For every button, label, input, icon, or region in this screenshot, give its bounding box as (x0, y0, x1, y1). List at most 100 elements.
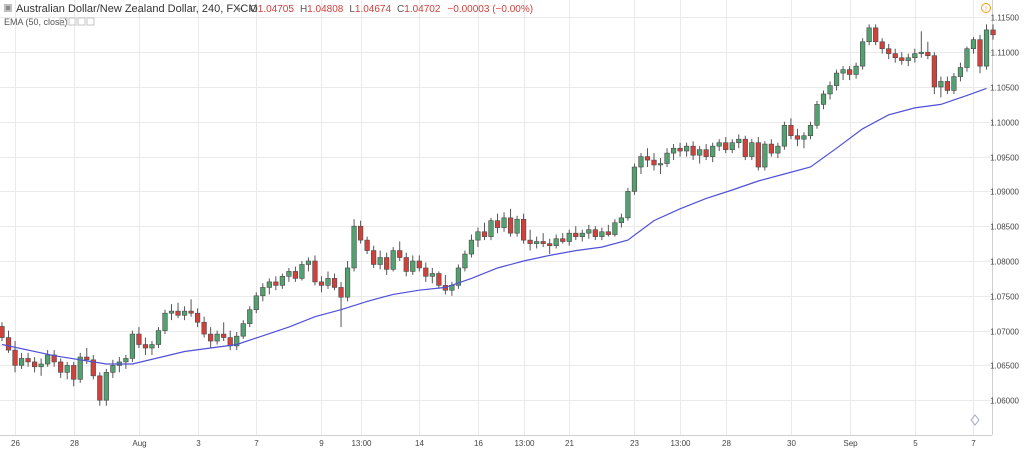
candle-body-up (853, 65, 859, 75)
candle-body-down (899, 57, 905, 61)
price-axis[interactable]: 1.06000 1.06500 1.07000 1.07500 1.08000 1.085… (990, 14, 1019, 406)
symbol-title[interactable]: Australian Dollar/New Zealand Dollar, 24… (16, 3, 258, 15)
candle-body-up (827, 85, 833, 95)
indicator-legend[interactable]: EMA (50, close) (4, 17, 95, 27)
candle-body-down (331, 278, 338, 288)
candle-body-up (586, 229, 592, 234)
candle-body-up (938, 81, 944, 88)
candle-body-down (71, 365, 77, 380)
info-glyph: ! (985, 6, 987, 13)
candle (918, 31, 924, 58)
candle-body-up (820, 93, 827, 105)
candle-body-up (475, 231, 481, 241)
candle (683, 142, 690, 157)
candle-body-up (305, 260, 312, 265)
candle-body-up (736, 138, 742, 143)
candle-body-down (208, 333, 214, 342)
candle-body-down (292, 271, 299, 279)
candle (468, 234, 475, 258)
candle (527, 229, 533, 251)
candle (260, 283, 266, 302)
ema-indicator-label[interactable]: EMA (50, close) (4, 17, 68, 27)
candle (331, 273, 338, 291)
ohlc-readout: O1.04705 H1.04808 L1.04674 C1.04702 −0.00003… (250, 4, 533, 15)
more-icon[interactable] (86, 17, 95, 26)
candle-body-down (201, 321, 207, 335)
candle-body-down (221, 333, 227, 338)
candle (168, 304, 175, 321)
candle (377, 250, 383, 270)
indicator-settings-icons[interactable] (59, 17, 95, 26)
symbol-legend[interactable]: Australian Dollar/New Zealand Dollar, 24… (4, 3, 533, 15)
candle (221, 322, 227, 342)
candle (455, 264, 462, 289)
candle (162, 309, 168, 335)
candle-body-down (90, 359, 96, 377)
candle-body-up (957, 67, 964, 77)
candle-body-up (488, 220, 494, 237)
candle-body-up (455, 267, 462, 286)
candle-body-down (175, 310, 181, 316)
candle-body-up (762, 143, 768, 168)
candle (123, 354, 129, 369)
candle-body-down (886, 48, 892, 54)
candle-body-down (423, 267, 429, 277)
price-tick-label: 1.10500 (990, 84, 1019, 93)
info-circle-icon[interactable]: ! (981, 3, 991, 14)
candle-body-up (951, 76, 957, 91)
candle-body-up (729, 142, 735, 150)
candle-body-down (357, 225, 364, 241)
dropdown-caret-icon[interactable]: ▾ (237, 5, 241, 14)
candle-body-up (240, 323, 246, 337)
time-axis[interactable]: 26 28 Aug 3 7 9 13:00 14 16 13:00 21 23 13:00 28 30 Sep… (11, 439, 976, 448)
time-tick-label: 13:00 (670, 439, 691, 448)
price-tick-label: 1.08500 (990, 223, 1019, 232)
candle-body-down (397, 250, 403, 258)
candle-body-down (690, 145, 696, 156)
settings-icon[interactable] (68, 17, 77, 26)
candle-body-down (723, 142, 729, 150)
open-label: O (250, 4, 258, 15)
go-to-realtime-icon[interactable] (970, 414, 980, 426)
candle-body-up (123, 358, 129, 363)
candle (488, 217, 494, 241)
candle (312, 255, 318, 286)
price-tick-label: 1.09000 (990, 188, 1019, 197)
price-tick-label: 1.08000 (990, 258, 1019, 267)
candle (644, 148, 651, 168)
close-value: 1.04702 (404, 4, 441, 15)
high-value: 1.04808 (307, 4, 344, 15)
candle (5, 330, 12, 353)
candle-body-down (142, 344, 149, 349)
close-icon[interactable] (77, 17, 86, 26)
time-tick-label: 30 (787, 439, 796, 448)
candle-body-up (168, 310, 175, 314)
candle (299, 261, 305, 281)
candle (631, 163, 638, 195)
square-collapse-icon-inner (6, 6, 10, 10)
eye-icon[interactable] (59, 17, 68, 26)
candle-body-up (912, 53, 918, 59)
candle (925, 41, 931, 60)
candle (983, 24, 990, 70)
candle-body-up (860, 41, 866, 67)
candle (742, 135, 748, 161)
candle-body-up (970, 39, 977, 50)
candle-body-up (266, 281, 272, 288)
candle (292, 266, 299, 282)
price-tick-label: 1.11000 (991, 49, 1020, 58)
candle-body-up (710, 145, 716, 157)
candle-body-up (807, 124, 814, 137)
candle-body-down (97, 375, 103, 401)
candle (651, 153, 657, 171)
candle (507, 208, 514, 237)
candle (716, 139, 722, 152)
candle-body-up (234, 335, 240, 347)
candle-body-up (38, 363, 44, 368)
candle (977, 34, 983, 74)
candle (501, 212, 507, 232)
candle-body-down (547, 243, 553, 246)
candle-body-down (136, 333, 142, 345)
